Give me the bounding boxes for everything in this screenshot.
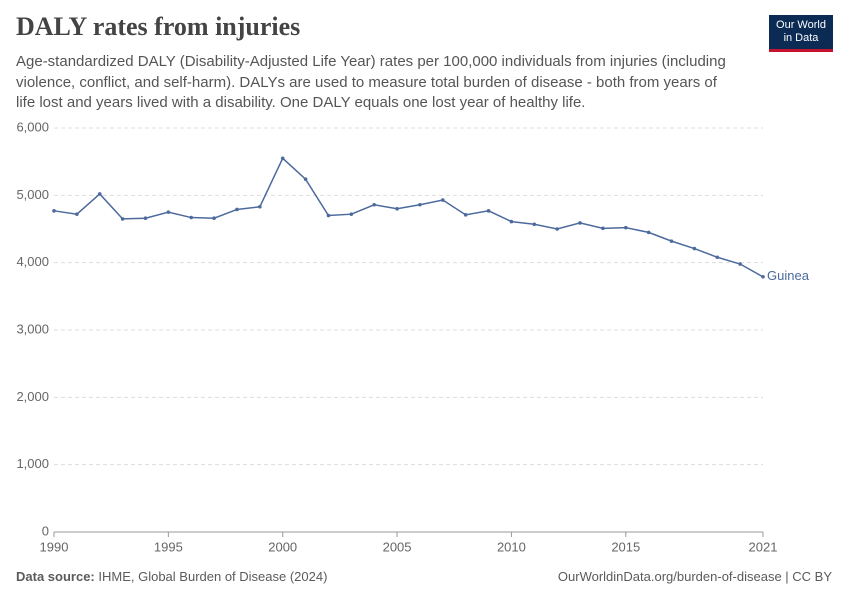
source-url[interactable]: OurWorldinData.org/burden-of-disease | C…: [557, 569, 832, 584]
data-point: [235, 207, 239, 212]
data-point: [692, 246, 697, 251]
data-point: [258, 204, 262, 209]
data-point: [441, 198, 445, 202]
data-point: [97, 192, 102, 196]
x-tick-label: 2021: [749, 539, 778, 554]
data-point: [601, 226, 605, 231]
data-point: [120, 217, 125, 221]
data-point: [738, 262, 742, 266]
source: Data source: IHME, Global Burden of Dise…: [16, 569, 327, 584]
chart: 0 1,000 2,000 3,000 4,000 5,000 6,000 1990 1995 2…: [16, 119, 810, 554]
data-point: [509, 219, 514, 224]
x-tick-label: 2000: [268, 539, 297, 554]
y-tick-label: 6,000: [16, 119, 49, 134]
data-point: [646, 230, 651, 235]
x-tick-label: 1995: [154, 539, 183, 554]
logo-text: in Data: [783, 32, 819, 44]
data-point: [189, 215, 194, 220]
data-point: [326, 213, 331, 218]
series-label: Guinea: [767, 268, 810, 283]
data-point: [143, 216, 148, 221]
data-point: [212, 216, 216, 221]
y-tick-label: 4,000: [16, 254, 49, 269]
data-point: [578, 221, 582, 225]
data-point: [463, 213, 468, 217]
data-point: [623, 225, 628, 230]
y-tick-label: 3,000: [16, 321, 49, 336]
data-point: [532, 222, 537, 227]
data-point: [52, 209, 56, 213]
x-tick-label: 2005: [383, 539, 412, 554]
data-point: [166, 210, 171, 214]
data-point: [280, 156, 285, 161]
x-tick-label: 2010: [497, 539, 526, 554]
data-point: [372, 202, 376, 207]
data-point: [75, 212, 79, 216]
data-point: [669, 239, 674, 243]
data-point: [555, 227, 559, 231]
data-point: [486, 209, 491, 213]
logo[interactable]: Our World in Data: [769, 15, 833, 52]
data-point: [349, 212, 354, 216]
source-text: IHME, Global Burden of Disease (2024): [98, 569, 328, 584]
data-point: [395, 207, 399, 211]
data-point: [715, 255, 720, 260]
y-tick-label: 0: [42, 523, 49, 538]
y-tick-label: 1,000: [16, 456, 49, 471]
data-point: [761, 275, 765, 279]
source-label: Data source:: [16, 569, 95, 584]
x-tick-label: 1990: [40, 539, 69, 554]
x-tick-label: 2015: [611, 539, 640, 554]
data-point: [303, 177, 308, 181]
series-line: [53, 157, 764, 278]
y-tick-label: 2,000: [16, 389, 49, 404]
data-point: [418, 202, 422, 207]
logo-text: Our World: [776, 19, 826, 31]
y-tick-label: 5,000: [16, 187, 49, 202]
chart-title: DALY rates from injuries: [16, 12, 301, 41]
chart-subtitle: Age-standardized DALY (Disability-Adjust…: [16, 53, 726, 111]
